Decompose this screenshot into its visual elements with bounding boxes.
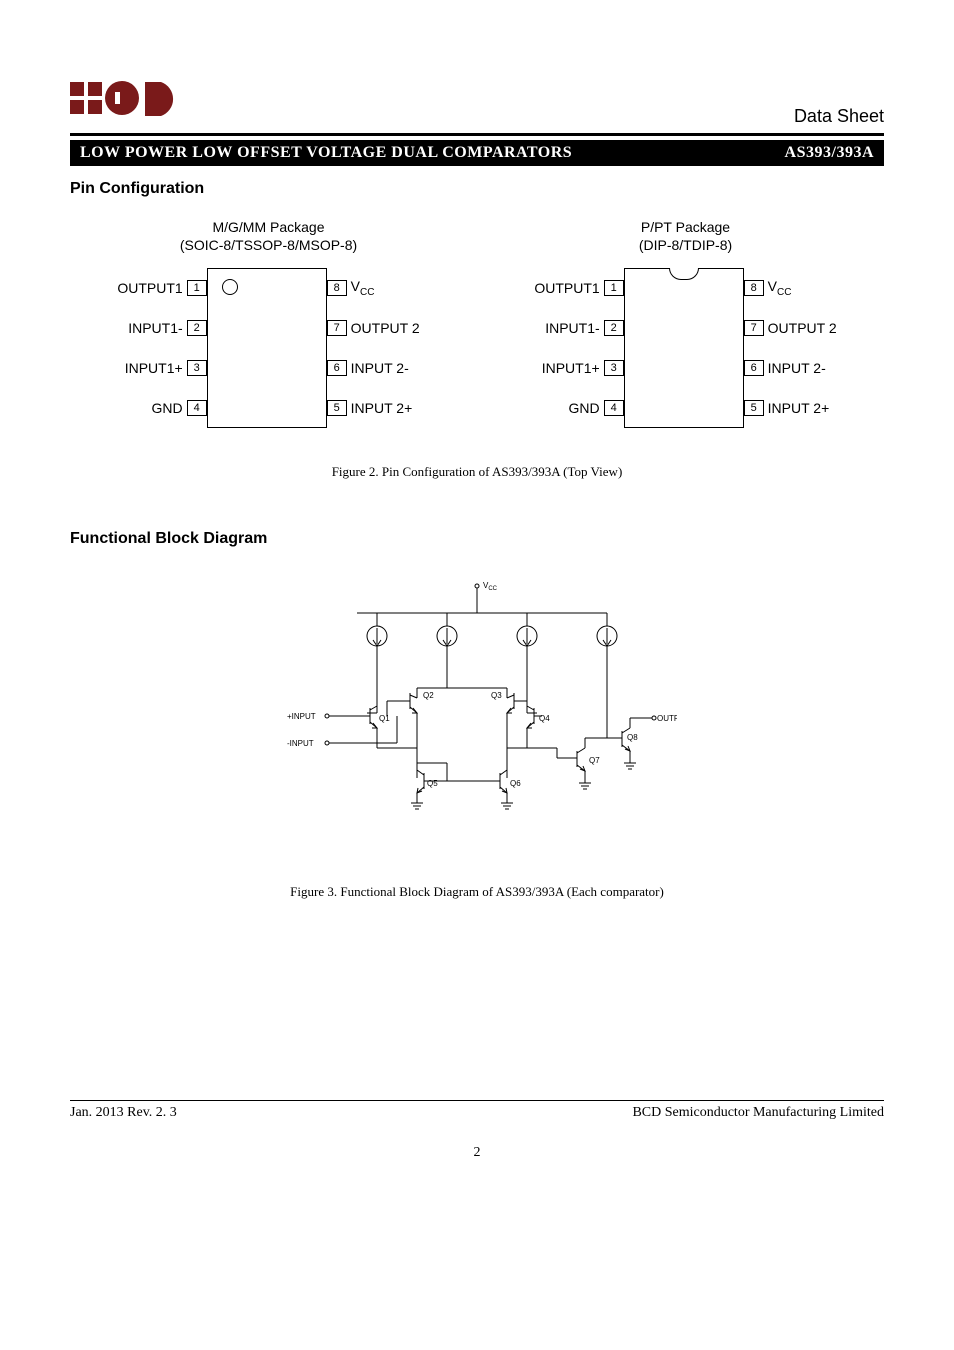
pkg-a-line1: M/G/MM Package xyxy=(212,219,324,235)
pkg-a-title: M/G/MM Package (SOIC-8/TSSOP-8/MSOP-8) xyxy=(117,218,419,254)
svg-text:Q7: Q7 xyxy=(589,756,600,765)
pin-b-7: 7OUTPUT 2 xyxy=(744,316,837,340)
logo-svg xyxy=(70,80,180,122)
pin-b-2: INPUT1-2 xyxy=(545,316,623,340)
footer-row: Jan. 2013 Rev. 2. 3 BCD Semiconductor Ma… xyxy=(70,1105,884,1121)
svg-text:Q6: Q6 xyxy=(510,779,521,788)
pin-config-row: M/G/MM Package (SOIC-8/TSSOP-8/MSOP-8) O… xyxy=(70,218,884,428)
pin-a-4: GND4 xyxy=(152,396,207,420)
pins-a-right: 8VCC 7OUTPUT 2 6INPUT 2- 5INPUT 2+ xyxy=(327,268,420,428)
svg-text:+INPUT: +INPUT xyxy=(287,712,316,721)
pkg-b-line1: P/PT Package xyxy=(641,219,730,235)
pin-b-1: OUTPUT11 xyxy=(534,276,623,300)
footer-rule xyxy=(70,1100,884,1101)
company-logo xyxy=(70,80,180,127)
datasheet-label: Data Sheet xyxy=(794,106,884,127)
title-right: AS393/393A xyxy=(785,144,874,162)
pin-b-3: INPUT1+3 xyxy=(542,356,624,380)
chip-a: OUTPUT11 INPUT1-2 INPUT1+3 GND4 8VCC 7OU… xyxy=(117,268,419,428)
chip-b: OUTPUT11 INPUT1-2 INPUT1+3 GND4 8VCC 7OU… xyxy=(534,268,836,428)
pkg-b-line2: (DIP-8/TDIP-8) xyxy=(639,237,732,253)
section-block-title: Functional Block Diagram xyxy=(70,530,884,548)
page-header: Data Sheet xyxy=(70,80,884,127)
pin-a-3: INPUT1+3 xyxy=(125,356,207,380)
section-pin-title: Pin Configuration xyxy=(70,180,884,198)
pin-a-5: 5INPUT 2+ xyxy=(327,396,413,420)
package-a: M/G/MM Package (SOIC-8/TSSOP-8/MSOP-8) O… xyxy=(117,218,419,428)
svg-text:VCC: VCC xyxy=(483,581,498,592)
pin-b-5: 5INPUT 2+ xyxy=(744,396,830,420)
svg-text:OUTPUT: OUTPUT xyxy=(657,714,677,723)
figure3-caption: Figure 3. Functional Block Diagram of AS… xyxy=(70,884,884,900)
chip-b-body xyxy=(624,268,744,428)
circuit-svg: VCC +INPUT -INPUT OUTPUT Q1 Q2 Q3 Q4 Q5 … xyxy=(277,568,677,848)
svg-text:Q4: Q4 xyxy=(539,714,550,723)
pins-b-right: 8VCC 7OUTPUT 2 6INPUT 2- 5INPUT 2+ xyxy=(744,268,837,428)
pin-b-8: 8VCC xyxy=(744,276,792,300)
pin1-dot-icon xyxy=(222,279,238,295)
notch-icon xyxy=(669,268,699,280)
svg-text:Q8: Q8 xyxy=(627,733,638,742)
pin-a-1: OUTPUT11 xyxy=(117,276,206,300)
chip-a-body xyxy=(207,268,327,428)
block-diagram: VCC +INPUT -INPUT OUTPUT Q1 Q2 Q3 Q4 Q5 … xyxy=(70,568,884,848)
pins-b-left: OUTPUT11 INPUT1-2 INPUT1+3 GND4 xyxy=(534,268,623,428)
pin-b-6: 6INPUT 2- xyxy=(744,356,826,380)
pkg-a-line2: (SOIC-8/TSSOP-8/MSOP-8) xyxy=(180,237,357,253)
pin-a-7: 7OUTPUT 2 xyxy=(327,316,420,340)
package-b: P/PT Package (DIP-8/TDIP-8) OUTPUT11 INP… xyxy=(534,218,836,428)
figure2-caption: Figure 2. Pin Configuration of AS393/393… xyxy=(70,464,884,480)
pkg-b-title: P/PT Package (DIP-8/TDIP-8) xyxy=(534,218,836,254)
svg-text:-INPUT: -INPUT xyxy=(287,739,314,748)
header-rule xyxy=(70,133,884,136)
svg-text:Q3: Q3 xyxy=(491,691,502,700)
footer-right: BCD Semiconductor Manufacturing Limited xyxy=(632,1105,884,1121)
title-left: LOW POWER LOW OFFSET VOLTAGE DUAL COMPAR… xyxy=(80,144,572,162)
footer-left: Jan. 2013 Rev. 2. 3 xyxy=(70,1105,177,1121)
svg-text:Q2: Q2 xyxy=(423,691,434,700)
page-footer: Jan. 2013 Rev. 2. 3 BCD Semiconductor Ma… xyxy=(70,1100,884,1161)
pin-a-2: INPUT1-2 xyxy=(128,316,206,340)
page-number: 2 xyxy=(70,1145,884,1161)
pin-b-4: GND4 xyxy=(569,396,624,420)
svg-text:Q1: Q1 xyxy=(379,714,390,723)
svg-text:Q5: Q5 xyxy=(427,779,438,788)
pins-a-left: OUTPUT11 INPUT1-2 INPUT1+3 GND4 xyxy=(117,268,206,428)
pin-a-6: 6INPUT 2- xyxy=(327,356,409,380)
title-bar: LOW POWER LOW OFFSET VOLTAGE DUAL COMPAR… xyxy=(70,140,884,166)
pin-a-8: 8VCC xyxy=(327,276,375,300)
